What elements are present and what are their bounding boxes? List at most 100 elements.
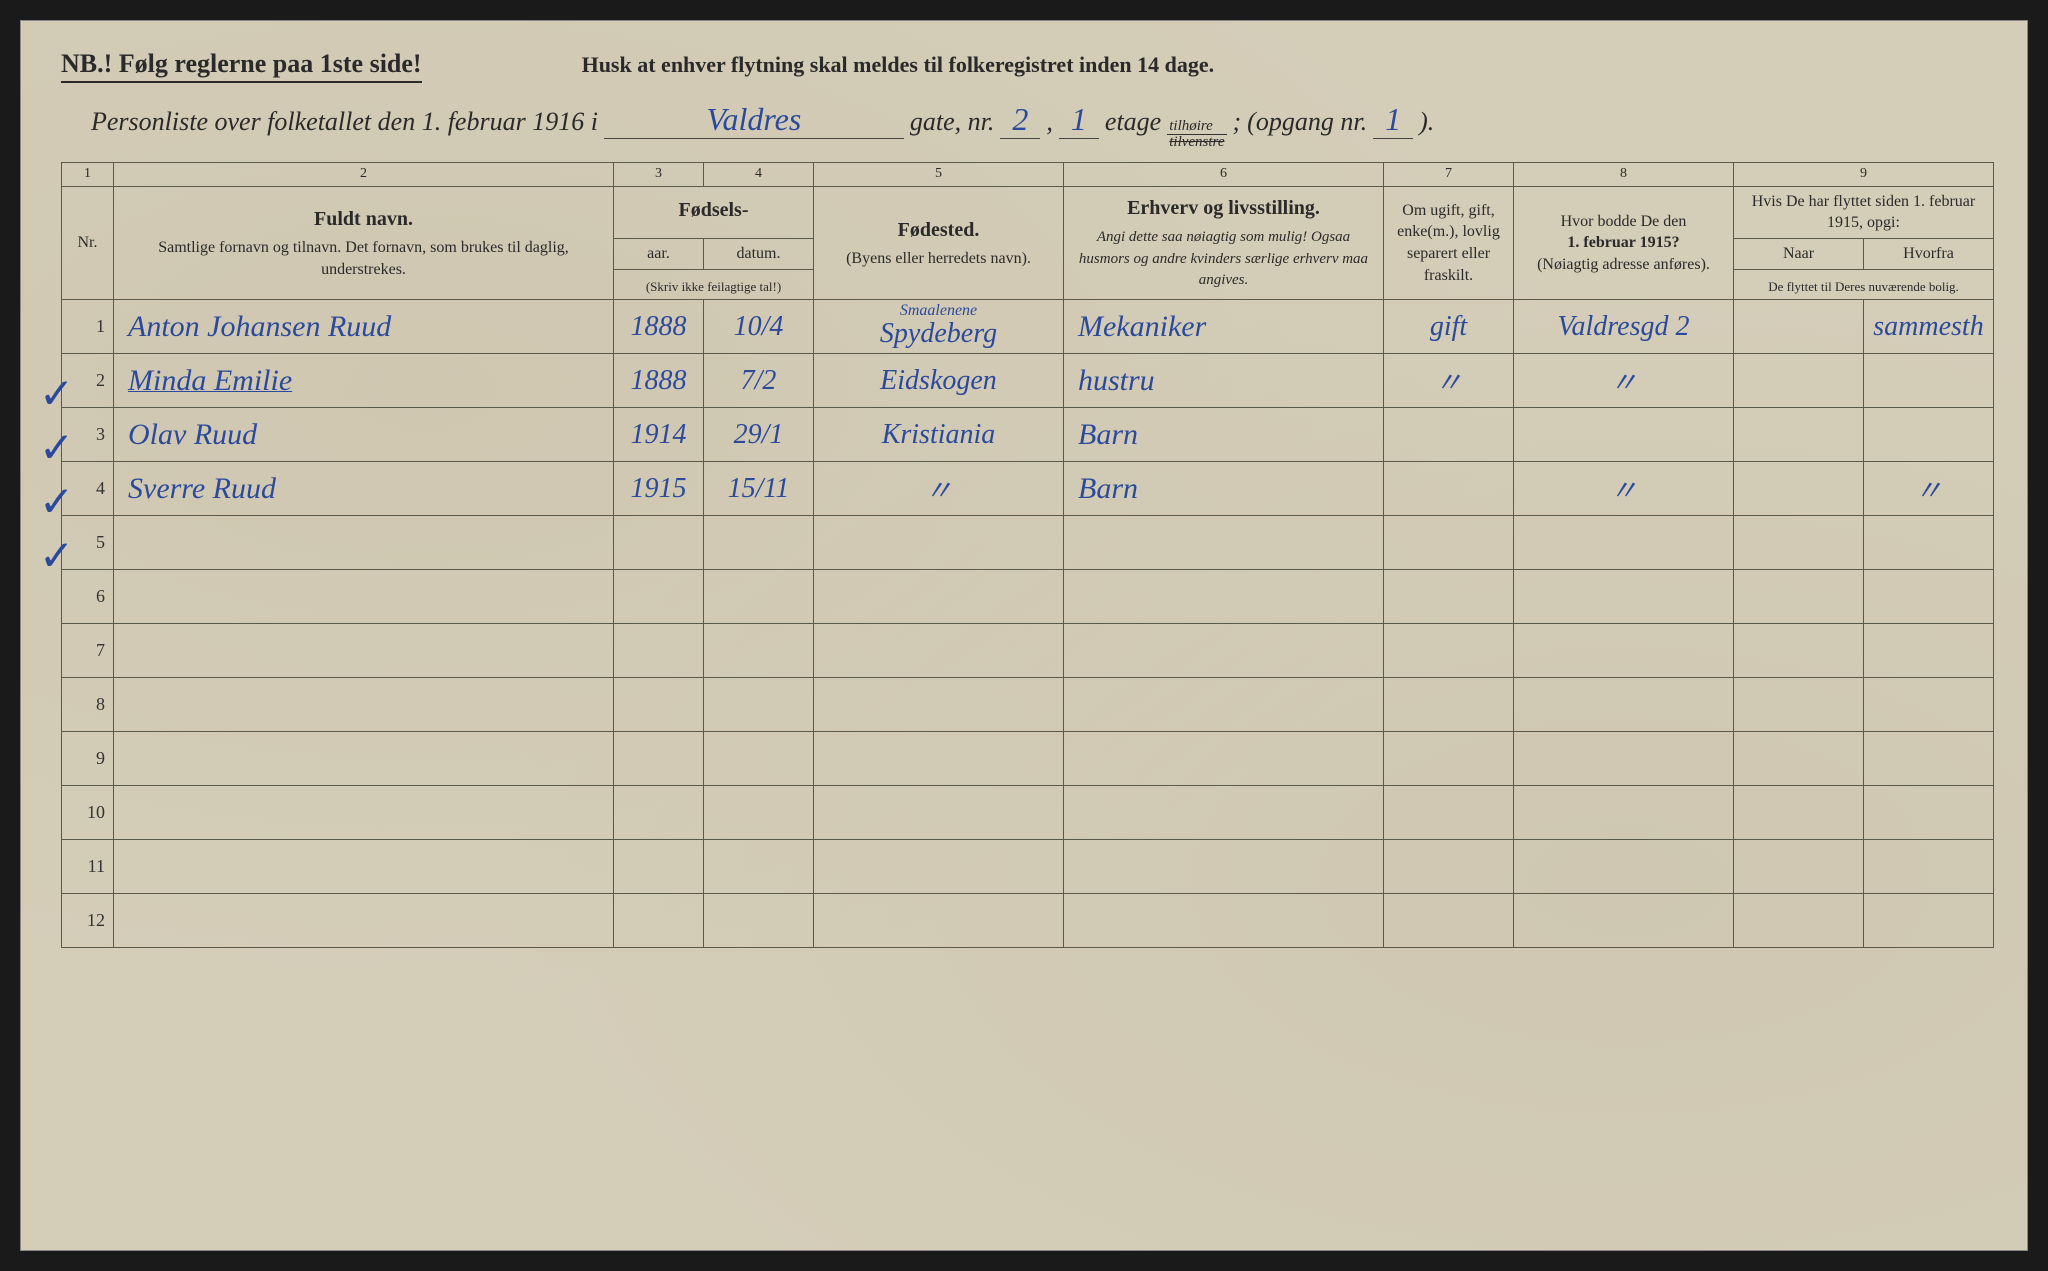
row-number: 11 (62, 840, 114, 894)
census-table: 1 2 3 4 5 6 7 8 9 Nr. Fuldt navn. Samtli… (61, 162, 1994, 948)
cell-year: 1888 (614, 300, 704, 354)
cell-birthplace (814, 894, 1064, 948)
cell-addr1915 (1514, 678, 1734, 732)
cell-status (1384, 894, 1514, 948)
close-paren: ). (1419, 107, 1434, 137)
cell-birthplace: Kristiania (814, 408, 1064, 462)
cell-occupation: Barn (1064, 462, 1384, 516)
header-line-1: NB.! Følg reglerne paa 1ste side! Husk a… (61, 49, 1987, 83)
colnum-9: 9 (1734, 163, 1994, 187)
cell-status (1384, 624, 1514, 678)
cell-birthplace (814, 570, 1064, 624)
cell-status: gift (1384, 300, 1514, 354)
cell-moved-from: sammesth (1864, 300, 1994, 354)
cell-birthplace: SmaaleneneSpydeberg (814, 300, 1064, 354)
colnum-3: 3 (614, 163, 704, 187)
side-bot: tilvenstre (1167, 135, 1226, 150)
table-row: 5 (62, 516, 1994, 570)
col-naar-head: Naar (1734, 239, 1864, 270)
cell-occupation (1064, 786, 1384, 840)
row-number: 7 (62, 624, 114, 678)
cell-status: 〃 (1384, 354, 1514, 408)
birthplace-sub: (Byens eller herredets navn). (846, 250, 1031, 267)
cell-status (1384, 408, 1514, 462)
table-row: 4 Sverre Ruud 1915 15/11 〃 Barn 〃 〃 (62, 462, 1994, 516)
cell-moved-when (1734, 786, 1864, 840)
cell-moved-from (1864, 678, 1994, 732)
cell-moved-when (1734, 732, 1864, 786)
cell-year: 1914 (614, 408, 704, 462)
semi: , (1046, 107, 1053, 137)
colnum-6: 6 (1064, 163, 1384, 187)
colnum-1: 1 (62, 163, 114, 187)
col-year-head: aar. (614, 239, 704, 270)
cell-moved-when (1734, 300, 1864, 354)
col-moved-head: Hvis De har flyttet siden 1. februar 191… (1734, 186, 1994, 238)
cell-occupation (1064, 732, 1384, 786)
table-row: 3 Olav Ruud 1914 29/1 Kristiania Barn (62, 408, 1994, 462)
status-text: Om ugift, gift, enke(m.), lovlig separer… (1397, 202, 1500, 284)
column-number-row: 1 2 3 4 5 6 7 8 9 (62, 163, 1994, 187)
side-fraction: tilhøire tilvenstre (1167, 119, 1226, 150)
gate-label: gate, nr. (910, 107, 995, 137)
cell-birthplace: Eidskogen (814, 354, 1064, 408)
cell-date (704, 786, 814, 840)
cell-occupation: Mekaniker (1064, 300, 1384, 354)
cell-status (1384, 840, 1514, 894)
table-row: 9 (62, 732, 1994, 786)
etage-label: etage (1105, 107, 1161, 137)
cell-moved-when (1734, 354, 1864, 408)
cell-moved-from (1864, 354, 1994, 408)
cell-name: Olav Ruud (114, 408, 614, 462)
table-body: 1 Anton Johansen Ruud 1888 10/4 Smaalene… (62, 300, 1994, 948)
cell-birthplace: 〃 (814, 462, 1064, 516)
cell-name: Minda Emilie (114, 354, 614, 408)
nb-notice: NB.! Følg reglerne paa 1ste side! (61, 49, 422, 83)
colnum-7: 7 (1384, 163, 1514, 187)
reminder-text: Husk at enhver flytning skal meldes til … (582, 52, 1215, 78)
cell-year: 1915 (614, 462, 704, 516)
col-status-head: Om ugift, gift, enke(m.), lovlig separer… (1384, 186, 1514, 299)
cell-name (114, 894, 614, 948)
intro-text: Personliste over folketallet den 1. febr… (91, 107, 598, 137)
cell-status (1384, 786, 1514, 840)
cell-moved-when (1734, 570, 1864, 624)
birthplace-title: Fødested. (820, 217, 1057, 244)
row-number: 8 (62, 678, 114, 732)
cell-moved-when (1734, 408, 1864, 462)
cell-moved-from (1864, 516, 1994, 570)
cell-occupation: hustru (1064, 354, 1384, 408)
cell-addr1915 (1514, 516, 1734, 570)
row-number: 10 (62, 786, 114, 840)
cell-year (614, 786, 704, 840)
header-line-2: Personliste over folketallet den 1. febr… (61, 101, 1987, 150)
cell-birthplace (814, 786, 1064, 840)
side-top: tilhøire (1167, 119, 1226, 135)
table-row: 7 (62, 624, 1994, 678)
cell-year (614, 570, 704, 624)
table-row: 12 (62, 894, 1994, 948)
cell-addr1915: 〃 (1514, 462, 1734, 516)
cell-addr1915: 〃 (1514, 354, 1734, 408)
cell-status (1384, 678, 1514, 732)
cell-date (704, 570, 814, 624)
colnum-4: 4 (704, 163, 814, 187)
cell-name (114, 732, 614, 786)
col-1915-head: Hvor bodde De den 1. februar 1915? (Nøia… (1514, 186, 1734, 299)
cell-occupation (1064, 840, 1384, 894)
opgang-nr-field: 1 (1373, 101, 1413, 139)
etage-nr-field: 1 (1059, 101, 1099, 139)
cell-status (1384, 570, 1514, 624)
check-mark-icon: ✓ (39, 531, 74, 581)
col-moved-sub: De flyttet til Deres nuværende bolig. (1734, 269, 1994, 300)
cell-moved-from (1864, 570, 1994, 624)
occ-sub: Angi dette saa nøiagtig som mulig! Ogsaa… (1079, 229, 1368, 288)
cell-year (614, 732, 704, 786)
cell-name (114, 678, 614, 732)
cell-addr1915 (1514, 624, 1734, 678)
cell-moved-from (1864, 408, 1994, 462)
cell-addr1915 (1514, 570, 1734, 624)
cell-occupation (1064, 624, 1384, 678)
addr-title: Hvor bodde De den (1561, 213, 1687, 230)
opgang-label: (opgang nr. (1247, 107, 1367, 137)
